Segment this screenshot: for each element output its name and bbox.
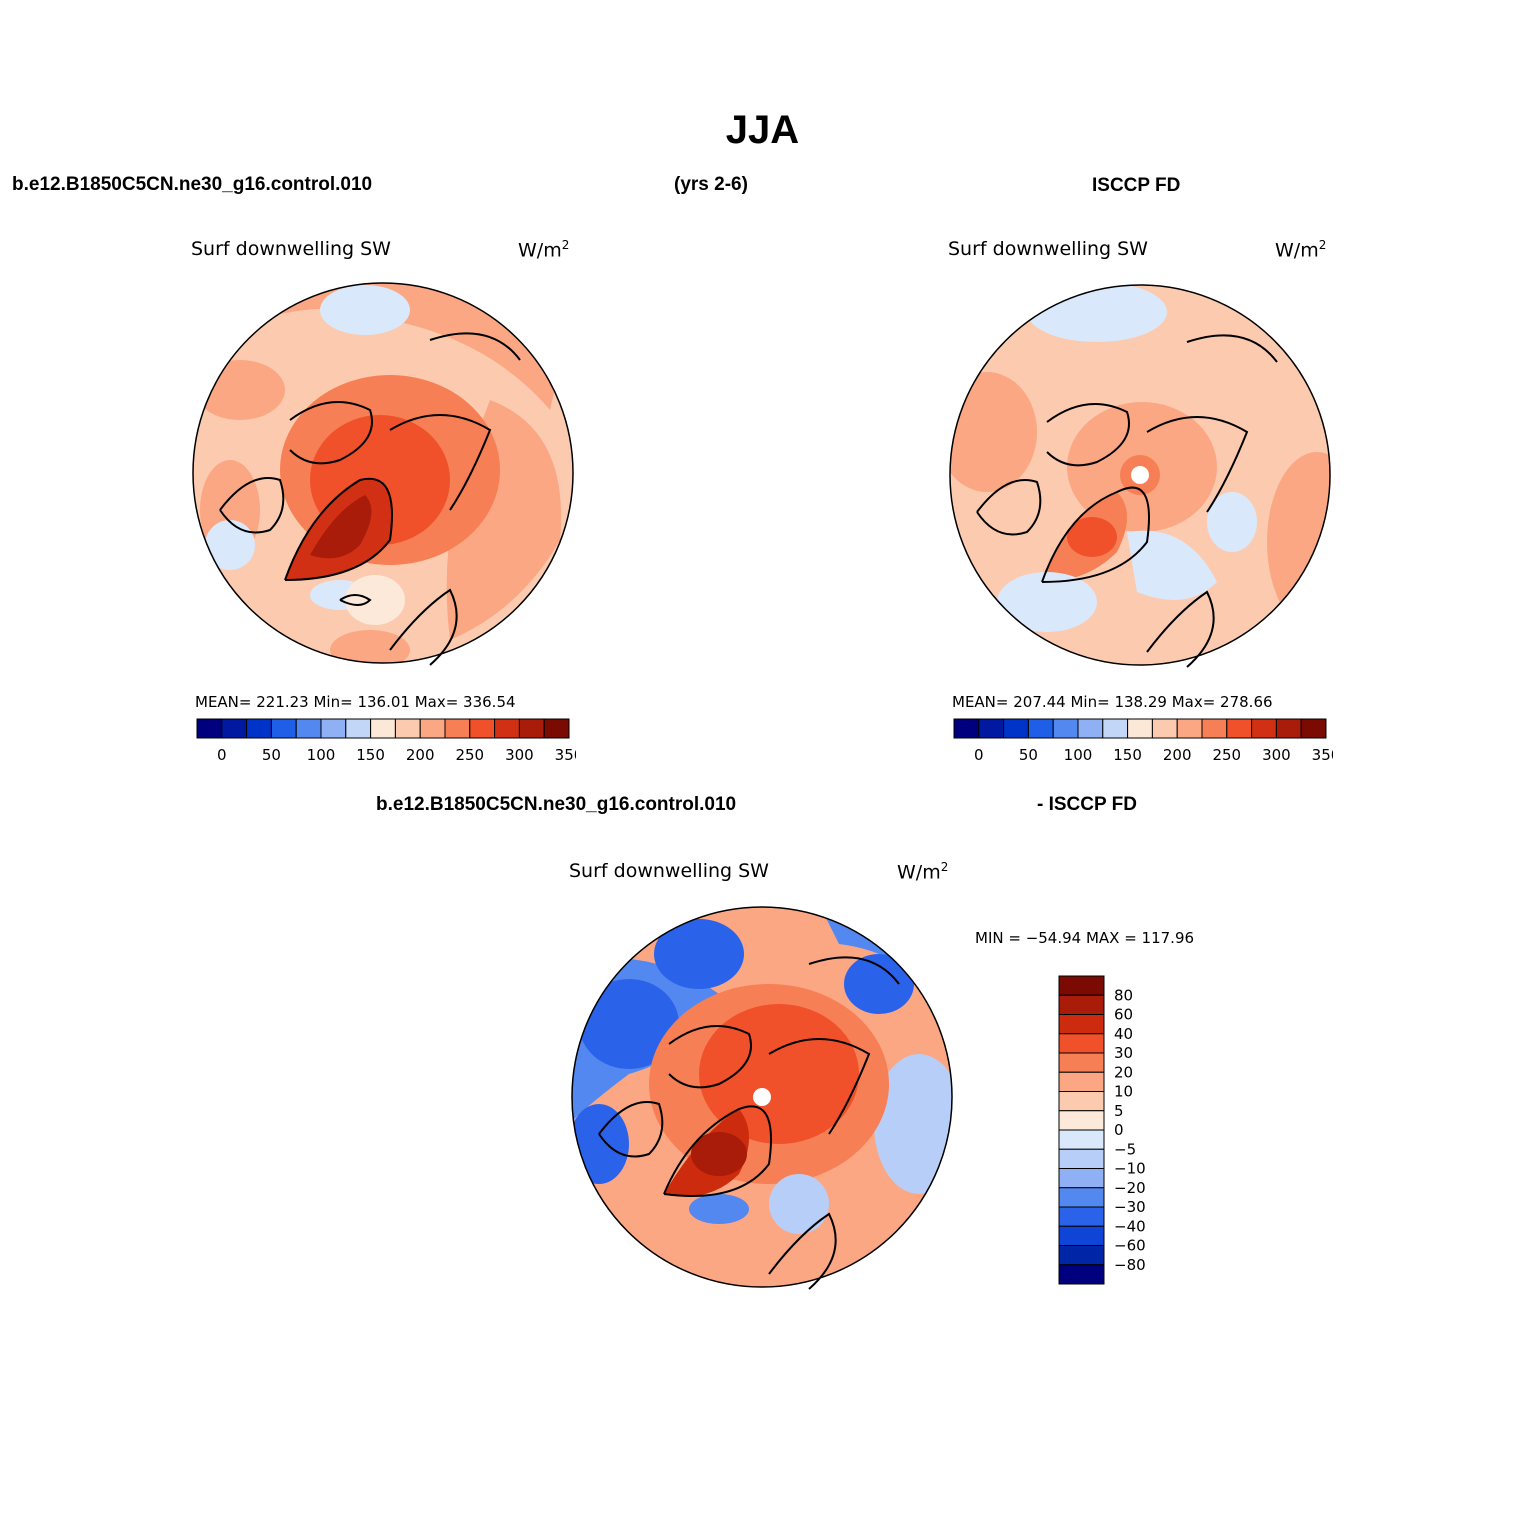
diff-colorbar-label: −10 [1114,1160,1146,1178]
model-colorbar-swatch [494,718,520,739]
diff-colorbar-swatch [1058,1052,1105,1073]
model-colorbar-swatch [270,718,297,739]
obs-colorbar-label: 200 [1163,746,1192,764]
obs-colorbar-swatch [1127,718,1153,739]
obs-colorbar-swatch [1300,718,1327,739]
model-colorbar-label: 50 [262,746,281,764]
diff-colorbar-swatch [1058,1206,1105,1227]
diff-colorbar-label: −5 [1114,1140,1136,1158]
panel-diff-stats: MIN = −54.94 MAX = 117.96 [975,929,1195,947]
diff-polar-map [571,906,953,1290]
panel-model-variable: Surf downwelling SW [191,238,391,260]
diff-colorbar-label: −30 [1114,1198,1146,1216]
obs-colorbar-swatch [1102,718,1129,739]
model-colorbar-swatch [295,718,322,739]
panel-model-stats: MEAN= 221.23 Min= 136.01 Max= 336.54 [195,693,516,711]
diff-colorbar-label: 30 [1114,1044,1133,1062]
bottom-left-header: b.e12.B1850C5CN.ne30_g16.control.010 [376,794,737,815]
panel-diff-units: W/m2 [897,860,949,884]
model-colorbar-swatch [246,718,272,739]
model-colorbar-swatch [394,718,421,739]
model-colorbar-swatch [345,718,372,739]
obs-colorbar-label: 100 [1064,746,1093,764]
diff-colorbar-swatch [1058,1033,1105,1054]
obs-colorbar-label: 300 [1262,746,1291,764]
diff-colorbar-label: 40 [1114,1025,1133,1043]
diff-colorbar-swatch [1058,1014,1105,1035]
diff-colorbar-swatch [1058,1168,1105,1189]
model-colorbar-swatch [419,718,446,739]
obs-colorbar-swatch [1275,718,1302,739]
model-colorbar-label: 100 [307,746,336,764]
obs-colorbar-swatch [978,718,1005,739]
panel-obs-variable: Surf downwelling SW [948,238,1148,260]
model-colorbar-label: 200 [406,746,435,764]
obs-colorbar-swatch [1027,718,1054,739]
model-colorbar-swatch [196,718,223,739]
diff-colorbar-swatch [1058,1071,1105,1092]
model-colorbar-swatch [518,718,545,739]
diff-colorbar-label: −80 [1114,1256,1146,1274]
diff-colorbar-swatch [1058,1225,1105,1246]
obs-colorbar-label: 250 [1212,746,1241,764]
diff-colorbar-swatch [1058,1264,1105,1285]
obs-colorbar-swatch [1003,718,1029,739]
model-colorbar-swatch [444,718,471,739]
model-colorbar-swatch [221,718,248,739]
diff-colorbar-swatch [1058,1148,1105,1169]
model-colorbar-label: 0 [217,746,227,764]
diff-colorbar-swatch [1058,1110,1105,1131]
diff-colorbar-label: 5 [1114,1102,1124,1120]
obs-colorbar-swatch [1052,718,1079,739]
diff-colorbar-label: 80 [1114,986,1133,1004]
panel-obs-stats: MEAN= 207.44 Min= 138.29 Max= 278.66 [952,693,1273,711]
top-left-header: b.e12.B1850C5CN.ne30_g16.control.010 [12,174,373,195]
obs-colorbar-swatch [1226,718,1253,739]
model-colorbar-label: 300 [505,746,534,764]
panel-diff-variable: Surf downwelling SW [569,860,769,882]
model-colorbar-swatch [469,718,496,739]
diff-colorbar-label: 10 [1114,1083,1133,1101]
obs-colorbar-label: 0 [974,746,984,764]
model-polar-map [192,282,574,666]
diff-colorbar-swatch [1058,1187,1105,1208]
diff-colorbar-swatch [1058,1245,1105,1266]
diff-colorbar-label: 0 [1114,1121,1124,1139]
top-center-header: (yrs 2-6) [674,174,748,195]
bottom-right-header: - ISCCP FD [1037,794,1137,815]
obs-colorbar-label: 50 [1019,746,1038,764]
obs-colorbar-swatch [1201,718,1228,739]
model-colorbar-label: 250 [455,746,484,764]
panel-obs-units: W/m2 [1275,238,1327,262]
diff-colorbar-label: 60 [1114,1006,1133,1024]
diff-colorbar-swatch [1058,1129,1105,1150]
diff-colorbar-label: −40 [1114,1217,1146,1235]
diff-colorbar-label: −20 [1114,1179,1146,1197]
model-colorbar-swatch [370,718,396,739]
diff-colorbar-swatch [1058,1091,1105,1112]
diff-colorbar-label: 20 [1114,1063,1133,1081]
panel-model-units: W/m2 [518,238,570,262]
model-colorbar-label: 350 [555,746,576,764]
obs-colorbar: 0 50 100 150 200 250 300 350 [953,718,1333,764]
model-colorbar-label: 150 [356,746,385,764]
model-colorbar: 0 50 100 150 200 250 300 350 [196,718,576,764]
diff-colorbar-swatch [1058,975,1105,996]
diff-colorbar-label: −60 [1114,1237,1146,1255]
model-colorbar-swatch [543,718,570,739]
obs-polar-map [949,284,1331,668]
obs-colorbar-label: 350 [1312,746,1333,764]
top-right-header: ISCCP FD [1092,175,1181,196]
obs-colorbar-swatch [1077,718,1104,739]
obs-colorbar-swatch [1176,718,1203,739]
obs-colorbar-swatch [953,718,980,739]
obs-colorbar-swatch [1251,718,1277,739]
figure-title: JJA [725,108,800,152]
diff-colorbar-swatch [1058,994,1105,1015]
obs-colorbar-label: 150 [1113,746,1142,764]
model-colorbar-swatch [320,718,347,739]
obs-colorbar-swatch [1151,718,1178,739]
